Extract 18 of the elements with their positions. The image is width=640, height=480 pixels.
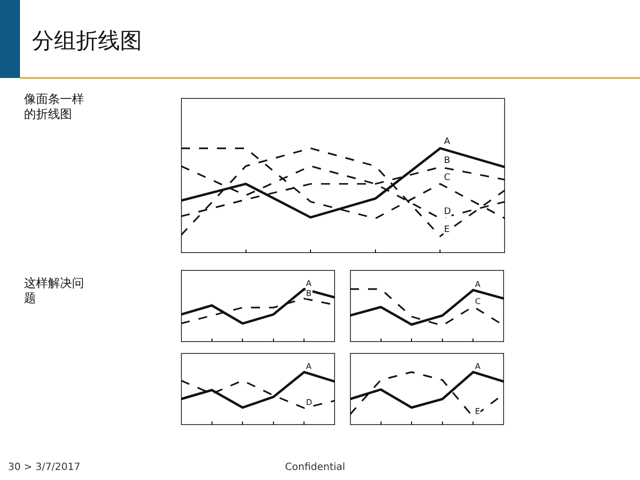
- series-label: B: [444, 156, 450, 166]
- series-label: C: [444, 173, 450, 183]
- series-label: E: [475, 407, 480, 416]
- series-label: A: [444, 137, 451, 147]
- series-label: D: [306, 398, 312, 407]
- text: Confidential: [285, 462, 346, 473]
- text: 像面条一样的折线图: [24, 92, 85, 122]
- series-label: D: [444, 207, 451, 217]
- series-label: B: [306, 289, 312, 298]
- series-label: A: [306, 279, 312, 288]
- series-label: A: [306, 362, 312, 371]
- series-label: C: [475, 297, 481, 306]
- series-label: A: [475, 280, 481, 289]
- text: 这样解决问题: [24, 276, 85, 306]
- series-label: A: [475, 362, 481, 371]
- text: 30 > 3/7/2017: [8, 462, 82, 473]
- chart-title: 分组折线图: [32, 28, 142, 56]
- series-label: E: [444, 225, 450, 235]
